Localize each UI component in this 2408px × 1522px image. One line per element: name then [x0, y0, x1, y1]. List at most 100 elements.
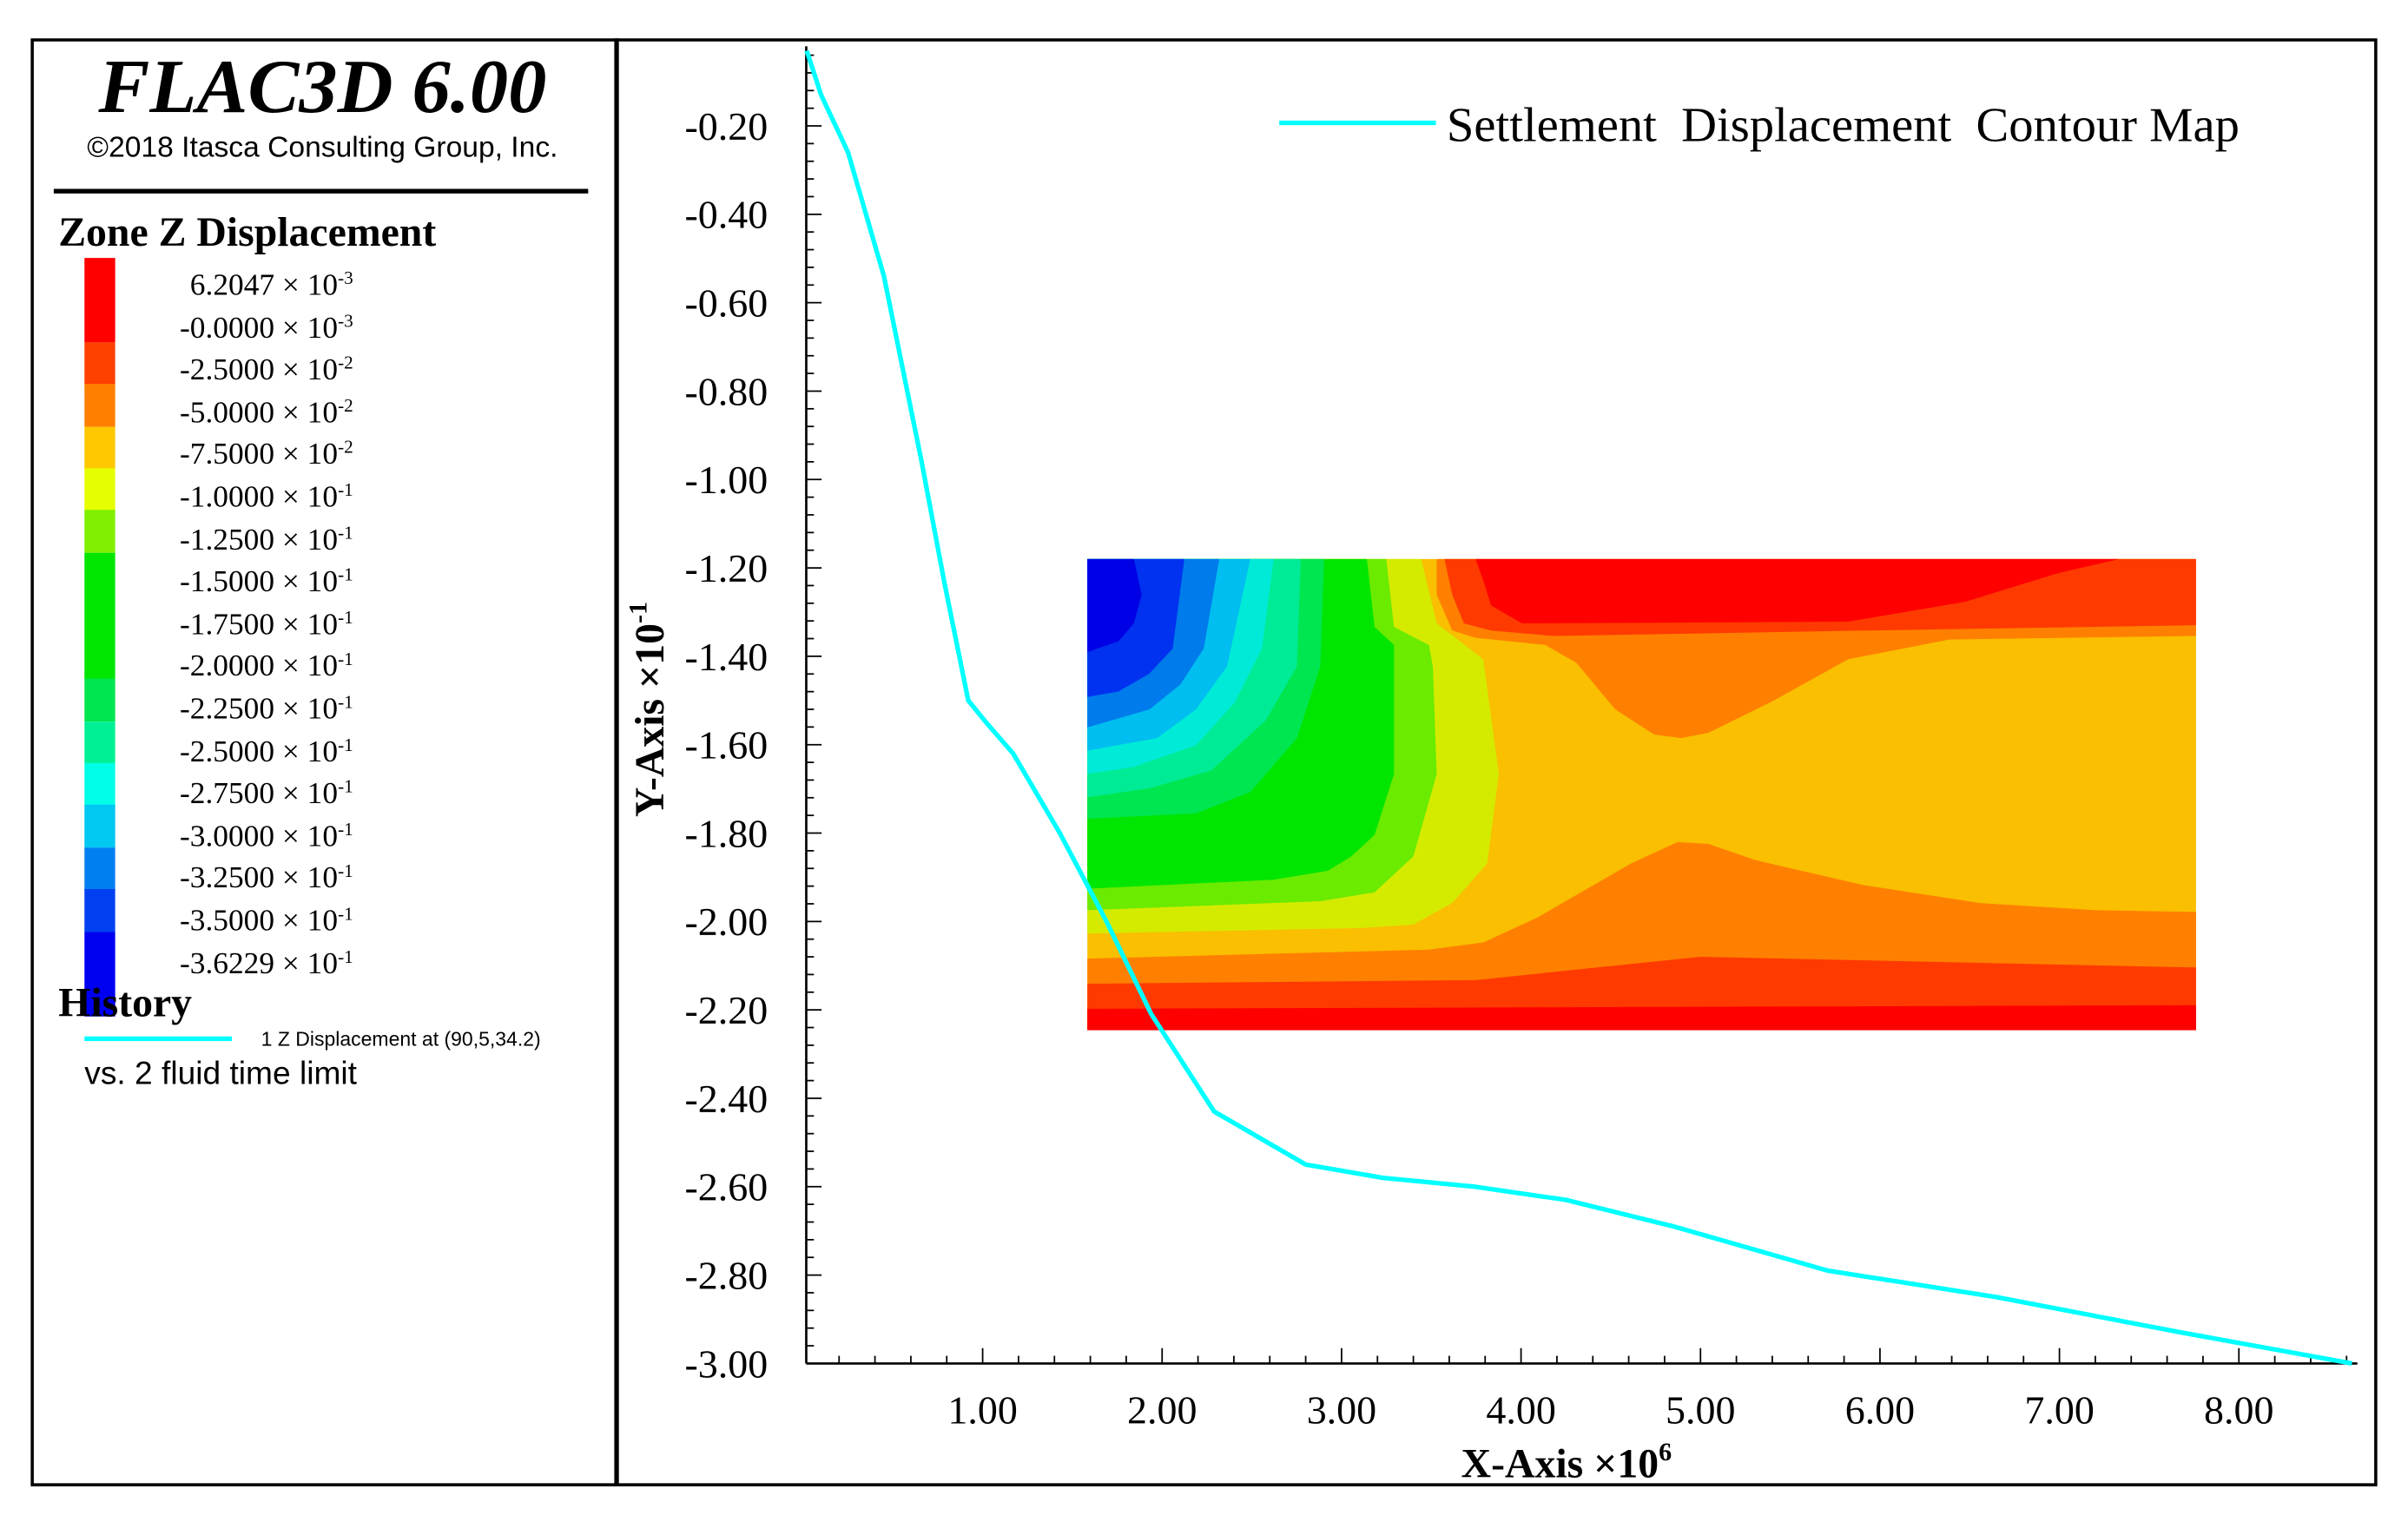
colorbar-label-mantissa: -7.5000 × 10	[179, 438, 339, 472]
colorbar-label-mantissa: -2.0000 × 10	[179, 649, 339, 684]
contour-inset	[1087, 558, 2196, 1031]
history-line-swatch	[84, 1036, 233, 1042]
y-tick-label: -1.60	[684, 723, 768, 768]
colorbar-swatch	[84, 552, 115, 680]
axes: -0.20 -0.40 -0.60 -0.80 -1.00 -1.20 -1.40 -1.60…	[684, 46, 2358, 1432]
colorbar-label: -1.2500 × 10-1	[92, 515, 353, 557]
y-tick-label: -2.40	[684, 1077, 768, 1121]
x-axis-label-exp: 6	[1659, 1437, 1672, 1466]
colorbar-label-exponent: -1	[338, 690, 353, 713]
x-tick-label: 2.00	[1127, 1387, 1197, 1432]
colorbar-swatch	[84, 805, 115, 848]
y-axis-label-text: Y-Axis ×10	[627, 623, 673, 817]
colorbar-label: 6.2047 × 10-3	[92, 261, 353, 303]
colorbar-label: -2.2500 × 10-1	[92, 685, 353, 727]
y-tick-label: -0.80	[684, 369, 768, 413]
x-tick-label: 4.00	[1486, 1387, 1555, 1432]
colorbar-label: -0.0000 × 10-3	[92, 303, 353, 346]
plot-frame	[30, 38, 2378, 1486]
y-tick-label: -0.20	[684, 104, 768, 148]
colorbar-label-exponent: -1	[338, 521, 353, 544]
colorbar-label-mantissa: -2.5000 × 10	[179, 353, 339, 387]
x-axis-label-text: X-Axis ×10	[1461, 1440, 1659, 1486]
legend-label: Settlement Displacement Contour Map	[1447, 99, 2240, 153]
colorbar-label-exponent: -1	[338, 902, 353, 925]
colorbar-label: -2.5000 × 10-2	[92, 346, 353, 387]
contour-band	[1087, 1005, 2196, 1031]
history-vs-label: vs. 2 fluid time limit	[84, 1056, 357, 1092]
colorbar-label-exponent: -1	[338, 478, 353, 501]
contour-image	[1087, 558, 2196, 1031]
colorbar-label: -3.0000 × 10-1	[92, 812, 353, 853]
colorbar-swatch	[84, 721, 115, 764]
legend-rule	[53, 188, 589, 193]
y-tick-label: -1.20	[684, 546, 768, 590]
colorbar-label-mantissa: -1.2500 × 10	[179, 523, 339, 557]
colorbar-label: -7.5000 × 10-2	[92, 431, 353, 472]
contour-legend-title: Zone Z Displacement	[58, 208, 437, 255]
colorbar-label-mantissa: -2.2500 × 10	[179, 692, 339, 727]
y-tick-label: -2.20	[684, 988, 768, 1032]
colorbar-label-mantissa: -5.0000 × 10	[179, 395, 339, 430]
y-tick-label: -2.00	[684, 899, 768, 944]
chart-legend: Settlement Displacement Contour Map	[1279, 99, 2240, 153]
colorbar-label-mantissa: -1.7500 × 10	[179, 607, 339, 642]
colorbar-swatch	[84, 426, 115, 470]
contour-band	[1475, 558, 2121, 624]
contour-band	[1087, 558, 1142, 653]
colorbar-label: -2.0000 × 10-1	[92, 642, 353, 684]
colorbar-label-mantissa: -2.5000 × 10	[179, 735, 339, 769]
y-tick-label: -1.40	[684, 635, 768, 679]
colorbar-label: -1.0000 × 10-1	[92, 473, 353, 515]
colorbar-label-exponent: -1	[338, 733, 353, 755]
colorbar-label-exponent: -1	[338, 775, 353, 798]
colorbar-swatch	[84, 384, 115, 427]
colorbar-label-exponent: -3	[338, 309, 353, 332]
y-tick-label: -1.00	[684, 458, 768, 502]
colorbar-swatch	[84, 258, 115, 343]
copyright-text: ©2018 Itasca Consulting Group, Inc.	[87, 132, 558, 165]
colorbar-label: -2.7500 × 10-1	[92, 769, 353, 811]
history-item-label: 1 Z Displacement at (90,5,34.2)	[261, 1027, 541, 1051]
x-tick-label: 1.00	[947, 1387, 1017, 1432]
colorbar-label-mantissa: -1.0000 × 10	[179, 480, 339, 515]
colorbar-label-mantissa: -3.5000 × 10	[179, 904, 339, 939]
app-title: FLAC3D 6.00	[98, 43, 547, 129]
colorbar-label-exponent: -2	[338, 352, 353, 374]
x-axis-label: X-Axis ×106	[1461, 1437, 1672, 1486]
colorbar-label-mantissa: -0.0000 × 10	[179, 311, 339, 346]
x-tick-label: 6.00	[1845, 1387, 1915, 1432]
colorbar-label-exponent: -1	[338, 945, 353, 967]
x-tick-label: 8.00	[2204, 1387, 2273, 1432]
colorbar-swatch	[84, 762, 115, 807]
colorbar-label-mantissa: -3.6229 × 10	[179, 946, 339, 981]
colorbar-label: -5.0000 × 10-2	[92, 388, 353, 430]
colorbar-label-mantissa: -1.5000 × 10	[179, 565, 339, 600]
colorbar-label-mantissa: -2.7500 × 10	[179, 777, 339, 812]
colorbar-label: -3.2500 × 10-1	[92, 854, 353, 896]
colorbar-label-exponent: -1	[338, 606, 353, 628]
legend-divider	[614, 38, 619, 1486]
colorbar-swatch	[84, 889, 115, 932]
colorbar-label-mantissa: -3.2500 × 10	[179, 861, 339, 896]
y-tick-label: -2.60	[684, 1165, 768, 1209]
colorbar-swatch	[84, 678, 115, 722]
x-tick-label: 5.00	[1666, 1387, 1735, 1432]
y-axis-label-exp: -1	[623, 602, 653, 623]
y-tick-label: -0.60	[684, 281, 768, 326]
colorbar-label-mantissa: 6.2047 × 10	[189, 268, 339, 303]
colorbar-label: -1.7500 × 10-1	[92, 600, 353, 642]
colorbar-label-mantissa: -3.0000 × 10	[179, 820, 339, 853]
y-axis-label: Y-Axis ×10-1	[623, 602, 673, 817]
colorbar-label-exponent: -2	[338, 436, 353, 458]
colorbar-swatch	[84, 468, 115, 511]
colorbar-label-exponent: -1	[338, 860, 353, 882]
colorbar-swatch	[84, 510, 115, 554]
history-legend-title: History	[58, 979, 193, 1026]
colorbar-label: -3.6229 × 10-1	[92, 939, 353, 981]
colorbar-label: -2.5000 × 10-1	[92, 728, 353, 769]
colorbar-swatch	[84, 847, 115, 891]
x-tick-label: 7.00	[2024, 1387, 2094, 1432]
